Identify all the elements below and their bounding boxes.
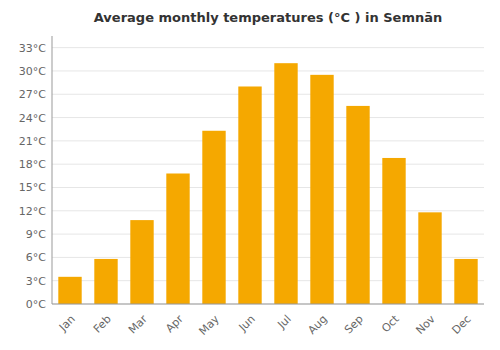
grid-line xyxy=(52,210,484,211)
x-axis-line xyxy=(52,304,484,305)
x-tick-label: Mar xyxy=(126,312,150,336)
grid-line xyxy=(52,187,484,188)
bar xyxy=(346,106,369,304)
grid-line xyxy=(52,94,484,95)
grid-line xyxy=(52,140,484,141)
y-tick-label: 18°C xyxy=(19,158,46,171)
grid-line xyxy=(52,70,484,71)
y-tick-label: 30°C xyxy=(19,65,46,78)
bar xyxy=(382,158,405,304)
bar xyxy=(94,259,117,304)
y-tick-label: 27°C xyxy=(19,88,46,101)
bar xyxy=(454,259,477,304)
x-tick-label: Jan xyxy=(56,313,78,335)
x-tick-label: Nov xyxy=(413,312,438,337)
x-tick-label: Feb xyxy=(91,313,114,336)
chart: Average monthly temperatures (°C ) in Se… xyxy=(0,0,500,350)
x-tick-label: Oct xyxy=(379,312,402,335)
x-tick-label: May xyxy=(196,312,222,338)
y-tick-label: 21°C xyxy=(19,135,46,148)
y-tick-label: 33°C xyxy=(19,42,46,55)
x-tick-label: Jul xyxy=(274,313,293,332)
bar xyxy=(166,173,189,304)
grid-line xyxy=(52,164,484,165)
grid-line xyxy=(52,304,484,305)
chart-title: Average monthly temperatures (°C ) in Se… xyxy=(94,10,442,25)
y-tick-label: 3°C xyxy=(26,275,46,288)
x-tick-label: Aug xyxy=(305,313,329,337)
y-tick-label: 15°C xyxy=(19,181,46,194)
grid-line xyxy=(52,117,484,118)
y-tick-label: 9°C xyxy=(26,228,46,241)
bar xyxy=(130,220,153,304)
y-grid xyxy=(52,48,484,304)
y-tick-label: 6°C xyxy=(26,251,46,264)
x-tick-label: Dec xyxy=(450,313,474,337)
y-axis-line xyxy=(52,36,53,304)
bar xyxy=(58,277,81,304)
bar xyxy=(418,212,441,304)
grid-line xyxy=(52,47,484,48)
bar xyxy=(202,131,225,304)
bar xyxy=(238,86,261,304)
y-tick-label: 0°C xyxy=(26,298,46,311)
x-tick-label: Sep xyxy=(342,313,366,337)
x-tick-label: Jun xyxy=(236,313,258,335)
bars xyxy=(58,63,477,304)
bar xyxy=(310,75,333,304)
x-tick-label: Apr xyxy=(163,312,186,335)
bar xyxy=(274,63,297,304)
y-tick-label: 24°C xyxy=(19,112,46,125)
y-tick-label: 12°C xyxy=(19,205,46,218)
